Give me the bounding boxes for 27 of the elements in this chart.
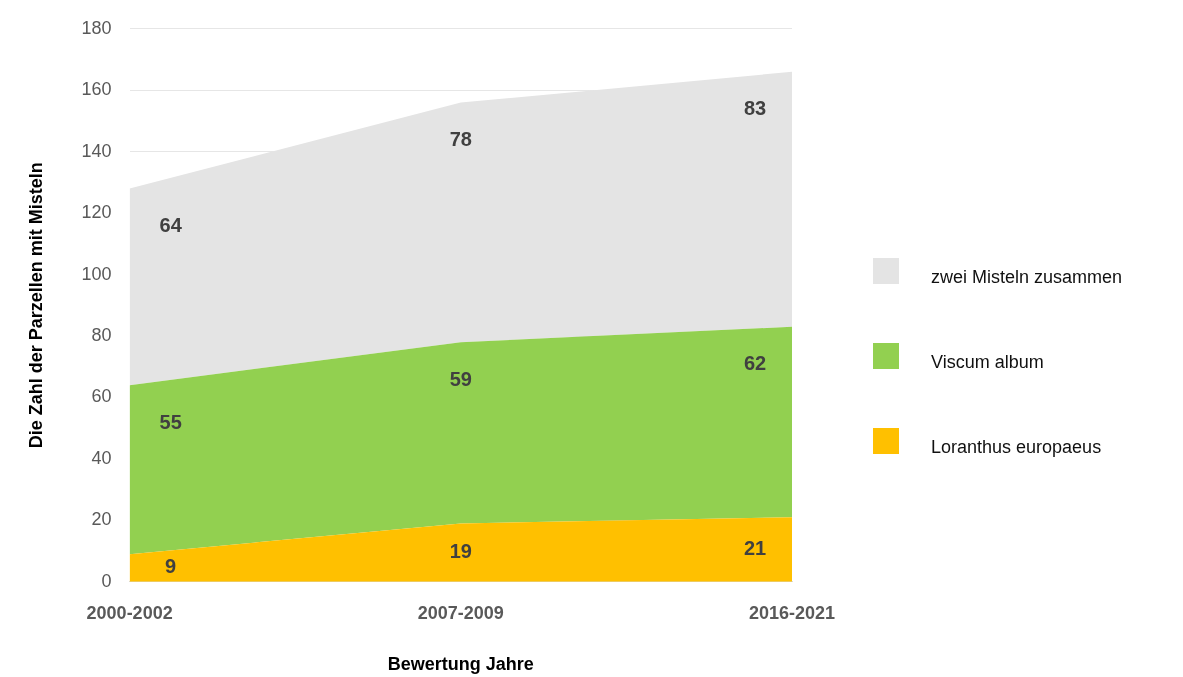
x-tick-label: 2016-2021	[748, 602, 836, 623]
y-tick-label: 0	[101, 570, 112, 591]
data-label: 9	[165, 555, 177, 578]
y-tick-label: 120	[81, 202, 112, 223]
data-label: 83	[743, 97, 767, 120]
legend-label: zwei Misteln zusammen	[931, 266, 1123, 288]
x-axis-title: Bewertung Jahre	[387, 654, 534, 675]
y-tick-label: 20	[91, 509, 112, 530]
y-tick-label: 180	[81, 17, 112, 38]
y-axis-title: Die Zahl der Parzellen mit Misteln	[25, 162, 46, 449]
data-label: 78	[449, 128, 472, 151]
legend-label: Loranthus europaeus	[931, 436, 1102, 458]
x-tick-label: 2007-2009	[417, 602, 504, 623]
data-label: 64	[159, 214, 183, 237]
x-tick-label: 2000-2002	[86, 602, 173, 623]
data-label: 21	[743, 537, 767, 560]
data-label: 59	[449, 367, 472, 390]
legend-label: Viscum album	[931, 351, 1044, 373]
data-label: 62	[743, 352, 767, 375]
data-label: 55	[159, 410, 182, 433]
y-tick-label: 100	[81, 263, 112, 284]
y-tick-label: 40	[91, 447, 112, 468]
y-tick-label: 80	[91, 324, 112, 345]
data-label: 19	[449, 540, 472, 563]
y-tick-label: 140	[81, 140, 112, 161]
y-tick-label: 60	[91, 386, 112, 407]
y-tick-label: 160	[81, 79, 112, 100]
